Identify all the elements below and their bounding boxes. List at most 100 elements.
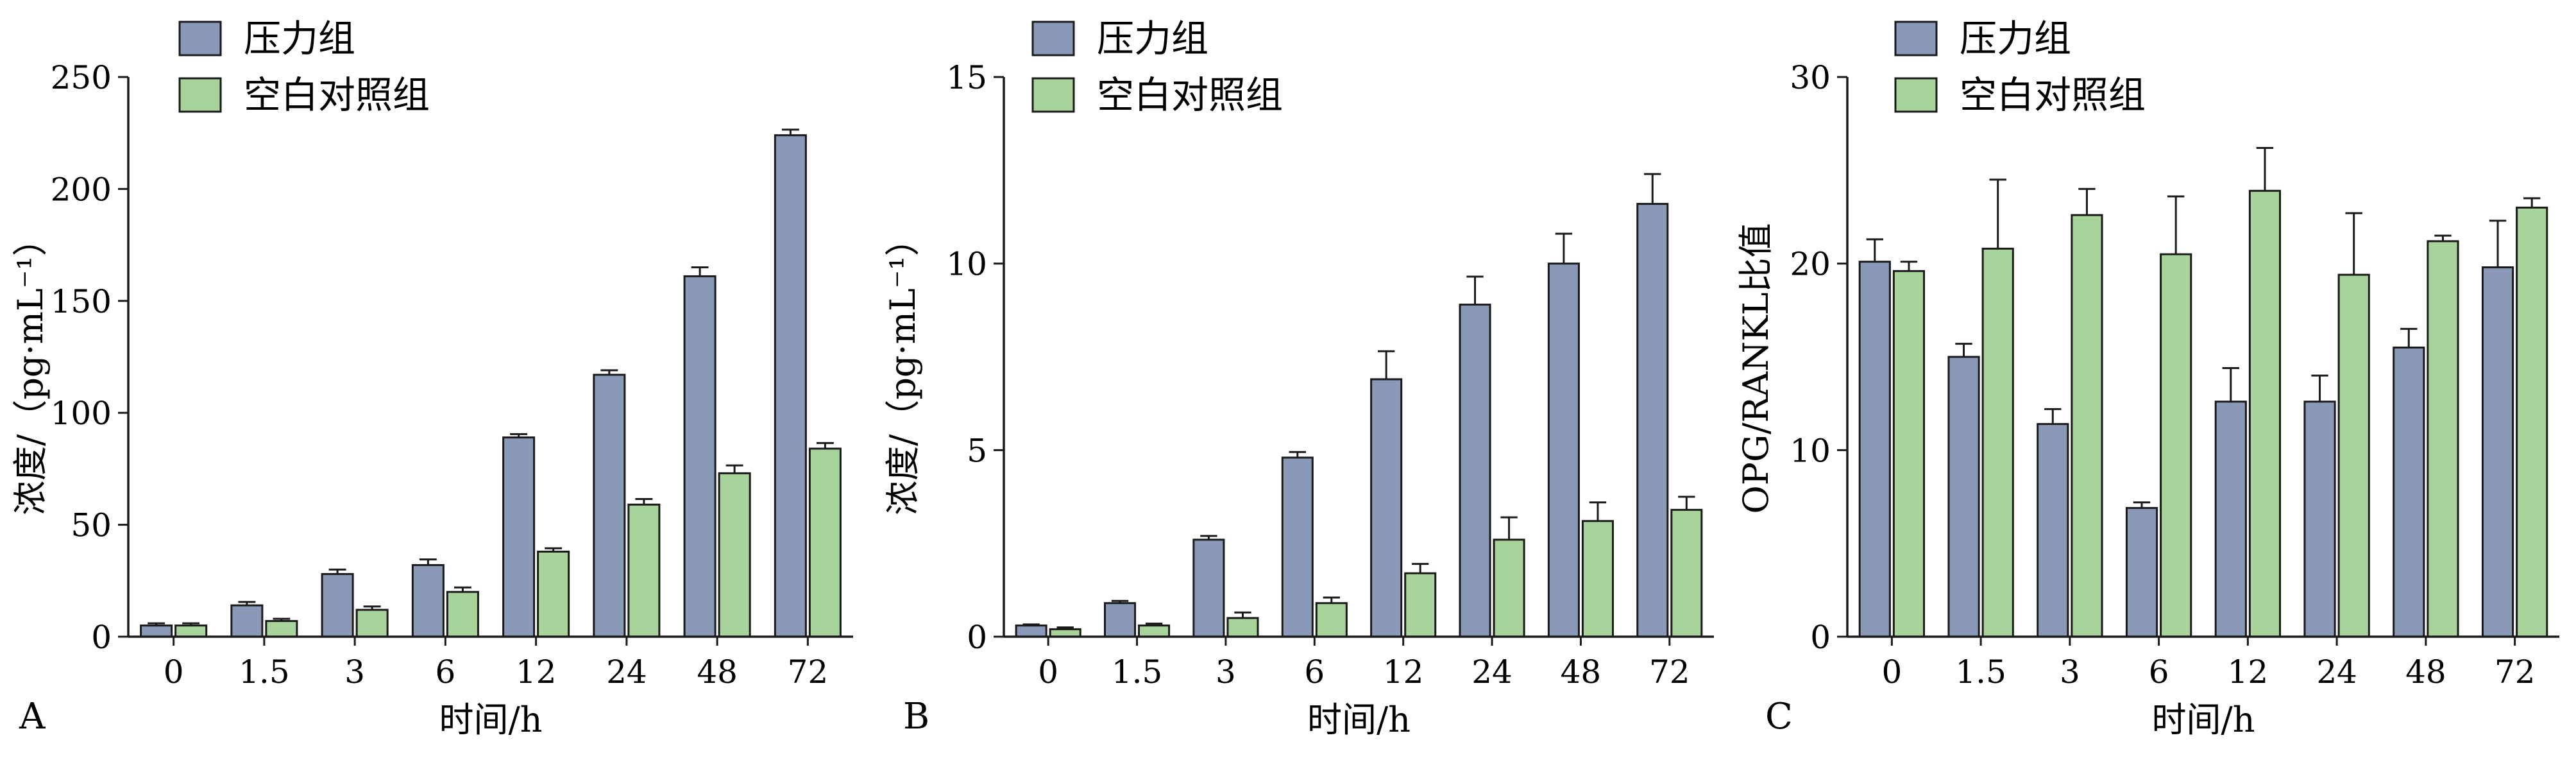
- legend-label-control: 空白对照组: [1960, 73, 2146, 117]
- bar-control-1.5: [1981, 247, 2014, 638]
- x-tick-label: 72: [788, 653, 829, 691]
- y-tick-label: 20: [1790, 246, 1831, 283]
- y-tick-label: 10: [1790, 432, 1831, 469]
- x-tick-label: 6: [435, 653, 455, 691]
- bar-pressure-12: [1370, 378, 1403, 638]
- bar-pressure-12: [502, 436, 536, 638]
- panel-label: B: [903, 696, 929, 737]
- bar-control-24: [627, 503, 661, 638]
- x-tick-label: 12: [516, 653, 557, 691]
- x-tick-label: 72: [1649, 653, 1690, 691]
- y-tick-label: 15: [946, 59, 987, 96]
- x-tick-label: 48: [1561, 653, 1602, 691]
- y-tick-label: 10: [946, 246, 987, 283]
- bar-pressure-3: [321, 573, 354, 638]
- x-tick-label: 1.5: [239, 653, 290, 691]
- legend-swatch-pressure: [1031, 21, 1075, 56]
- bar-control-48: [718, 472, 751, 638]
- bar-pressure-72: [774, 134, 807, 638]
- x-tick-label: 24: [2316, 653, 2357, 691]
- bar-pressure-72: [2481, 266, 2514, 638]
- y-axis-title: 浓度/（pg·mL⁻¹）: [883, 221, 923, 515]
- bar-control-12: [1404, 572, 1437, 638]
- y-tick-label: 0: [1810, 619, 1831, 656]
- x-tick-label: 24: [1471, 653, 1513, 691]
- bar-pressure-24: [1459, 304, 1491, 638]
- legend-swatch-pressure: [1894, 21, 1938, 56]
- chart-panel-a: 0 1.5 3 6 12 24 48 72 0 50 100 150 200 250 时间/h 浓度/（pg·…: [10, 17, 853, 740]
- x-tick-label: 3: [344, 653, 365, 691]
- bar-control-6: [446, 590, 479, 638]
- bar-control-3: [355, 608, 389, 638]
- y-tick-label: 30: [1790, 59, 1831, 96]
- x-tick-label: 48: [2405, 653, 2446, 691]
- x-tick-label: 6: [1304, 653, 1325, 691]
- bar-pressure-1.5: [230, 604, 264, 638]
- x-tick-label: 1.5: [1112, 653, 1163, 691]
- bar-control-24: [2337, 273, 2370, 638]
- y-tick-label: 200: [51, 171, 112, 208]
- bar-pressure-0: [140, 624, 173, 638]
- legend-label-control: 空白对照组: [244, 73, 430, 117]
- bar-control-12: [2248, 189, 2282, 638]
- bar-pressure-6: [1281, 456, 1314, 638]
- bar-control-1.5: [1138, 624, 1171, 638]
- x-tick-label: 12: [1383, 653, 1424, 691]
- y-tick-label: 50: [71, 507, 112, 544]
- bar-pressure-24: [593, 374, 626, 638]
- chart-panel-c: 0 1.5 3 6 12 24 48 72 0 10 20 30 时间/h OPG/RANKL比值 C 压力组…: [1736, 17, 2559, 740]
- bar-control-3: [1226, 617, 1259, 638]
- legend-label-pressure: 压力组: [1097, 17, 1208, 60]
- bar-pressure-48: [2393, 346, 2425, 638]
- bar-pressure-3: [2037, 423, 2069, 638]
- x-tick-label: 12: [2228, 653, 2269, 691]
- bar-pressure-0: [1015, 624, 1047, 638]
- legend-swatch-control: [1031, 77, 1075, 113]
- bar-control-48: [1581, 520, 1614, 638]
- x-tick-label: 0: [1038, 653, 1058, 691]
- panel-label: C: [1765, 696, 1793, 737]
- x-tick-label: 1.5: [1955, 653, 2006, 691]
- x-tick-label: 48: [697, 653, 738, 691]
- y-axis-title: OPG/RANKL比值: [1736, 223, 1776, 513]
- x-tick-label: 3: [2060, 653, 2080, 691]
- y-tick-label: 5: [967, 432, 987, 469]
- bar-control-1.5: [265, 620, 298, 638]
- bar-pressure-24: [2303, 401, 2336, 638]
- bar-pressure-72: [1636, 203, 1669, 638]
- x-tick-label: 3: [1216, 653, 1236, 691]
- legend-label-pressure: 压力组: [1960, 17, 2071, 60]
- legend-swatch-control: [178, 77, 222, 113]
- bar-pressure-0: [1858, 261, 1891, 638]
- panel-label: A: [19, 696, 46, 737]
- y-tick-label: 250: [51, 59, 112, 96]
- legend-swatch-pressure: [178, 21, 222, 56]
- bar-pressure-1.5: [1104, 602, 1137, 638]
- legend-label-control: 空白对照组: [1097, 73, 1283, 117]
- y-tick-label: 0: [91, 619, 112, 656]
- bar-control-24: [1493, 538, 1525, 638]
- bar-pressure-1.5: [1947, 356, 1980, 638]
- bar-pressure-6: [2125, 506, 2158, 638]
- bar-pressure-12: [2214, 401, 2247, 638]
- legend-swatch-control: [1894, 77, 1938, 113]
- bar-control-72: [2516, 206, 2548, 638]
- bar-control-0: [174, 624, 208, 638]
- chart-panel-b: 0 1.5 3 6 12 24 48 72 0 5 10 15 时间/h 浓度/（pg·mL⁻¹） B 压力组…: [883, 17, 1714, 740]
- bar-control-72: [1670, 508, 1703, 638]
- bar-control-3: [2071, 214, 2103, 638]
- x-axis-title: 时间/h: [439, 700, 543, 740]
- x-tick-label: 24: [606, 653, 647, 691]
- bar-control-72: [808, 447, 842, 638]
- bar-pressure-48: [683, 275, 716, 638]
- bar-control-48: [2427, 240, 2459, 638]
- bar-pressure-6: [411, 564, 445, 638]
- bar-control-6: [2160, 253, 2192, 638]
- x-tick-label: 72: [2495, 653, 2536, 691]
- y-tick-label: 0: [967, 619, 987, 656]
- y-tick-label: 100: [51, 395, 112, 432]
- x-tick-label: 6: [2149, 653, 2169, 691]
- x-axis-title: 时间/h: [1307, 700, 1411, 740]
- y-tick-label: 150: [51, 283, 112, 320]
